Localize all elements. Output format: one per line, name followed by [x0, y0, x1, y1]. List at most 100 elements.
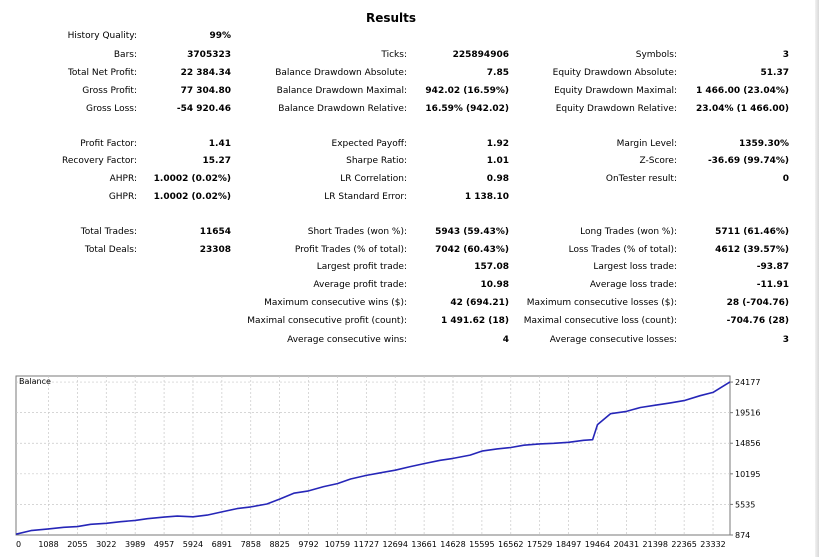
- stat-label-bars: Bars:: [113, 50, 137, 60]
- x-tick-label: 3989: [125, 540, 145, 549]
- x-tick-label: 4957: [154, 540, 174, 549]
- stat-label-average-profit-trade: Average profit trade:: [313, 280, 407, 290]
- stat-label-balance-dd-max: Balance Drawdown Maximal:: [276, 86, 407, 96]
- stat-value-history-quality: 99%: [209, 31, 231, 41]
- stat-label-short-trades: Short Trades (won %):: [307, 227, 407, 237]
- stat-label-gross-profit: Gross Profit:: [82, 86, 137, 96]
- stat-value-equity-dd-max: 1 466.00 (23.04%): [696, 86, 789, 96]
- stat-value-total-trades: 11654: [199, 227, 231, 237]
- stat-value-avg-consec-losses: 3: [782, 335, 789, 345]
- x-tick-label: 11727: [354, 540, 379, 549]
- stat-value-max-consec-wins: 42 (694.21): [450, 298, 509, 308]
- stat-label-balance-dd-rel: Balance Drawdown Relative:: [278, 104, 407, 114]
- stat-value-bars: 3705323: [187, 50, 231, 60]
- stat-value-gross-profit: 77 304.80: [180, 86, 231, 96]
- stat-label-maximal-consec-profit: Maximal consecutive profit (count):: [247, 316, 407, 326]
- x-tick-label: 17529: [527, 540, 552, 549]
- stat-value-balance-dd-max: 942.02 (16.59%): [425, 86, 509, 96]
- stat-label-symbols: Symbols:: [635, 50, 677, 60]
- stat-label-expected-payoff: Expected Payoff:: [331, 139, 407, 149]
- stat-value-largest-profit-trade: 157.08: [474, 262, 509, 272]
- x-tick-label: 15595: [469, 540, 494, 549]
- stat-value-balance-dd-rel: 16.59% (942.02): [425, 104, 509, 114]
- stat-value-largest-loss-trade: -93.87: [756, 262, 789, 272]
- stat-value-total-net-profit: 22 384.34: [180, 68, 231, 78]
- stat-label-max-consec-wins: Maximum consecutive wins ($):: [264, 298, 407, 308]
- x-tick-label: 20431: [614, 540, 639, 549]
- stat-value-profit-factor: 1.41: [208, 139, 231, 149]
- balance-chart: Balance 0 1088 2055 3022 3989 4957 5924 6891 7858…: [0, 370, 819, 557]
- stat-value-sharpe-ratio: 1.01: [486, 156, 509, 166]
- chart-title: Balance: [19, 377, 51, 386]
- stat-label-total-net-profit: Total Net Profit:: [67, 68, 137, 78]
- stat-label-sharpe-ratio: Sharpe Ratio:: [346, 156, 407, 166]
- stat-label-history-quality: History Quality:: [67, 31, 137, 41]
- series-line-balance: [15, 381, 731, 535]
- y-tick-label: 14856: [735, 439, 760, 448]
- x-tick-label: 0: [16, 540, 21, 549]
- stat-value-gross-loss: -54 920.46: [176, 104, 231, 114]
- x-tick-label: 1088: [38, 540, 58, 549]
- stat-value-expected-payoff: 1.92: [486, 139, 509, 149]
- stat-label-equity-dd-abs: Equity Drawdown Absolute:: [552, 68, 677, 78]
- stat-label-ticks: Ticks:: [381, 50, 407, 60]
- stat-label-max-consec-losses: Maximum consecutive losses ($):: [526, 298, 677, 308]
- stat-label-loss-trades: Loss Trades (% of total):: [568, 245, 677, 255]
- stat-value-loss-trades: 4612 (39.57%): [715, 245, 789, 255]
- x-tick-label: 22365: [671, 540, 696, 549]
- stat-label-ontester-result: OnTester result:: [605, 174, 677, 184]
- stat-value-total-deals: 23308: [199, 245, 231, 255]
- balance-chart-svg: Balance 0 1088 2055 3022 3989 4957 5924 6891 7858…: [15, 375, 760, 549]
- x-tick-label: 5924: [183, 540, 203, 549]
- stat-value-average-loss-trade: -11.91: [756, 280, 789, 290]
- x-tick-label: 18497: [556, 540, 581, 549]
- y-tick-label: 19516: [735, 409, 760, 418]
- stat-label-ahpr: AHPR:: [109, 174, 137, 184]
- stat-value-maximal-consec-loss: -704.76 (28): [726, 316, 789, 326]
- stat-label-largest-profit-trade: Largest profit trade:: [316, 262, 407, 272]
- stat-label-lr-standard-error: LR Standard Error:: [324, 192, 407, 202]
- y-tick-label: 10195: [735, 470, 760, 479]
- stat-label-z-score: Z-Score:: [639, 156, 678, 166]
- stat-label-equity-dd-rel: Equity Drawdown Relative:: [555, 104, 677, 114]
- stat-label-lr-correlation: LR Correlation:: [340, 174, 407, 184]
- x-tick-label: 12694: [383, 540, 408, 549]
- stat-value-balance-dd-abs: 7.85: [486, 68, 509, 78]
- stat-value-recovery-factor: 15.27: [202, 156, 231, 166]
- stat-value-symbols: 3: [782, 50, 789, 60]
- stat-label-avg-consec-losses: Average consecutive losses:: [549, 335, 677, 345]
- stat-label-maximal-consec-loss: Maximal consecutive loss (count):: [523, 316, 677, 326]
- x-tick-label: 8825: [269, 540, 289, 549]
- stat-label-margin-level: Margin Level:: [616, 139, 677, 149]
- x-tick-label: 3022: [96, 540, 116, 549]
- stat-value-equity-dd-abs: 51.37: [760, 68, 789, 78]
- y-tick-label: 24177: [735, 378, 760, 387]
- stat-label-profit-trades: Profit Trades (% of total):: [294, 245, 407, 255]
- x-tick-label: 23332: [700, 540, 725, 549]
- stat-value-ticks: 225894906: [452, 50, 509, 60]
- x-tick-label: 19464: [585, 540, 610, 549]
- x-tick-label: 14628: [440, 540, 465, 549]
- window-edge: [815, 0, 819, 557]
- plot-frame: [15, 375, 731, 536]
- stat-label-avg-consec-wins: Average consecutive wins:: [287, 335, 407, 345]
- x-tick-label: 13661: [411, 540, 436, 549]
- stat-value-max-consec-losses: 28 (-704.76): [726, 298, 789, 308]
- stat-value-short-trades: 5943 (59.43%): [435, 227, 509, 237]
- x-tick-label: 21398: [643, 540, 668, 549]
- stat-value-ahpr: 1.0002 (0.02%): [153, 174, 231, 184]
- stat-label-largest-loss-trade: Largest loss trade:: [593, 262, 677, 272]
- stat-value-lr-standard-error: 1 138.10: [464, 192, 509, 202]
- stat-value-long-trades: 5711 (61.46%): [715, 227, 789, 237]
- x-tick-label: 9792: [298, 540, 318, 549]
- x-tick-label: 10759: [325, 540, 350, 549]
- stat-label-gross-loss: Gross Loss:: [86, 104, 137, 114]
- stat-label-long-trades: Long Trades (won %):: [580, 227, 677, 237]
- stat-label-balance-dd-abs: Balance Drawdown Absolute:: [275, 68, 407, 78]
- y-tick-label: 5535: [735, 500, 755, 509]
- x-tick-label: 2055: [67, 540, 87, 549]
- stat-label-total-deals: Total Deals:: [84, 245, 137, 255]
- x-tick-label: 7858: [241, 540, 261, 549]
- stat-value-equity-dd-rel: 23.04% (1 466.00): [696, 104, 789, 114]
- stat-value-ghpr: 1.0002 (0.02%): [153, 192, 231, 202]
